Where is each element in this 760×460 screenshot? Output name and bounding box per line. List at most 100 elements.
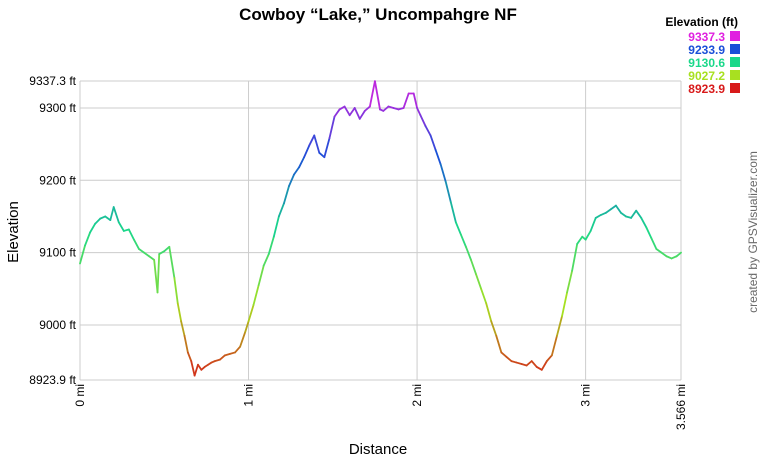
legend-label: 9027.2 — [688, 69, 725, 83]
elevation-line-segment — [288, 173, 295, 187]
elevation-line-segment — [109, 206, 115, 221]
elevation-line-segment — [551, 334, 558, 357]
elevation-line-segment — [358, 109, 366, 120]
elevation-line-segment — [485, 302, 493, 323]
elevation-line-segment — [173, 277, 179, 305]
elevation-line-segment — [252, 284, 260, 306]
elevation-line-segment — [239, 331, 247, 348]
elevation-line-segment — [635, 209, 643, 219]
elevation-line-segment — [257, 264, 265, 287]
y-axis-title: Elevation — [5, 201, 22, 263]
elevation-line-segment — [158, 250, 166, 255]
elevation-line-segment — [655, 248, 663, 254]
elevation-line-segment — [133, 238, 140, 250]
elevation-line — [79, 80, 682, 377]
elevation-line-segment — [176, 302, 183, 323]
elevation-line-segment — [308, 134, 316, 147]
elevation-line-segment — [363, 105, 371, 112]
elevation-line-segment — [156, 253, 161, 294]
elevation-line-segment — [348, 107, 356, 117]
elevation-line-segment — [338, 105, 346, 111]
elevation-line-segment — [89, 222, 97, 234]
legend-label: 9337.3 — [688, 30, 725, 44]
grid — [79, 80, 682, 381]
legend-label: 9130.6 — [688, 56, 725, 70]
elevation-line-segment — [143, 251, 150, 258]
legend-label: 8923.9 — [688, 82, 725, 96]
elevation-line-segment — [353, 107, 361, 120]
x-tick-label: 0 mi — [73, 384, 87, 407]
elevation-line-segment — [84, 231, 92, 247]
credit-label: created by GPSVisualizer.com — [746, 151, 760, 313]
elevation-line-segment — [490, 320, 498, 337]
elevation-line-segment — [589, 217, 597, 232]
elevation-line-segment — [505, 355, 513, 363]
elevation-line-segment — [267, 235, 275, 255]
elevation-line-segment — [645, 226, 653, 240]
elevation-line-segment — [584, 230, 592, 241]
elevation-line-segment — [412, 92, 418, 109]
elevation-line-segment — [183, 334, 189, 354]
elevation-line-segment — [402, 92, 410, 109]
elevation-line-segment — [190, 360, 196, 377]
elevation-line-segment — [193, 363, 199, 377]
legend: Elevation (ft) 9337.39233.99130.69027.28… — [665, 15, 740, 96]
elevation-line-segment — [180, 320, 186, 337]
elevation-line-segment — [439, 163, 447, 183]
elevation-line-segment — [459, 233, 467, 248]
elevation-line-segment — [594, 214, 602, 219]
elevation-line-segment — [530, 360, 538, 368]
elevation-line-segment — [419, 114, 427, 127]
elevation-line-segment — [599, 211, 607, 216]
elevation-line-segment — [117, 221, 125, 232]
elevation-line-segment — [138, 248, 145, 254]
elevation-line-segment — [571, 243, 579, 272]
elevation-line-segment — [470, 258, 477, 276]
elevation-line-segment — [168, 245, 176, 279]
elevation-line-segment — [454, 221, 462, 236]
elevation-line-segment — [475, 273, 483, 290]
elevation-line-segment — [535, 366, 543, 371]
elevation-line-segment — [620, 211, 627, 218]
elevation-line-segment — [576, 235, 584, 245]
elevation-line-segment — [293, 166, 300, 176]
elevation-line-segment — [566, 269, 574, 294]
legend-swatch — [730, 31, 740, 41]
y-tick-label: 9337.3 ft — [29, 74, 76, 88]
elevation-line-segment — [675, 251, 682, 258]
elevation-line-segment — [630, 209, 638, 219]
y-tick-label: 9100 ft — [39, 246, 76, 260]
x-axis-title: Distance — [349, 441, 407, 458]
elevation-line-segment — [197, 363, 203, 371]
elevation-line-segment — [333, 108, 341, 118]
y-tick-label: 8923.9 ft — [29, 373, 76, 387]
elevation-line-segment — [272, 215, 280, 238]
x-tick-label: 3.566 mi — [674, 384, 688, 430]
legend-label: 9233.9 — [688, 43, 725, 57]
elevation-line-segment — [148, 255, 156, 261]
elevation-line-segment — [247, 303, 255, 323]
y-tick-label: 9300 ft — [39, 101, 76, 115]
elevation-line-segment — [244, 320, 250, 334]
elevation-line-segment — [465, 245, 472, 261]
x-tick-label: 1 mi — [242, 384, 256, 407]
elevation-line-segment — [328, 115, 336, 140]
chart-title: Cowboy “Lake,” Uncompahgre NF — [239, 5, 517, 24]
elevation-line-segment — [640, 217, 648, 229]
elevation-line-segment — [429, 134, 437, 151]
elevation-line-segment — [500, 351, 508, 358]
elevation-line-segment — [303, 144, 311, 159]
elevation-line-segment — [604, 208, 612, 214]
elevation-line-segment — [262, 253, 270, 267]
elevation-line-segment — [277, 202, 285, 218]
elevation-line-segment — [382, 105, 390, 112]
elevation-line-segment — [318, 151, 326, 159]
elevation-line-segment — [374, 80, 381, 111]
elevation-line-segment — [218, 354, 226, 361]
elevation-line-segment — [313, 134, 321, 154]
x-tick-label: 2 mi — [410, 384, 424, 407]
elevation-line-segment — [540, 360, 548, 371]
elevation-line-segment — [112, 206, 120, 224]
elevation-line-segment — [234, 345, 242, 354]
